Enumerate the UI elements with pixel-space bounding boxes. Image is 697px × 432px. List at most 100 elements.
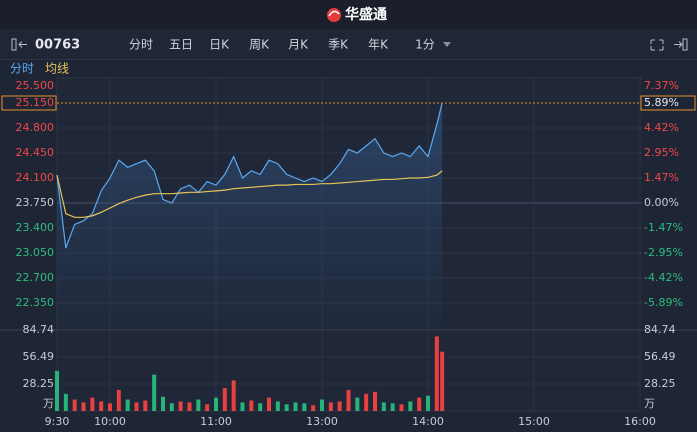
volume-bar <box>63 393 68 411</box>
tab[interactable]: 日K <box>209 38 230 52</box>
y2-tick-label: -4.42% <box>644 271 683 284</box>
x-tick-label: 15:00 <box>518 415 550 428</box>
volume-bar <box>267 397 271 411</box>
legend-entry[interactable]: 均线 <box>45 62 69 76</box>
x-tick-label: 16:00 <box>624 415 656 428</box>
y2-tick-label: 28.25 <box>644 377 676 390</box>
last-change-label: 5.89% <box>644 96 679 109</box>
plot <box>55 102 640 411</box>
volume-bar <box>81 402 86 411</box>
volume-bar <box>152 374 157 411</box>
y-tick-label: 万 <box>43 397 54 410</box>
volume-bar <box>293 402 298 411</box>
volume-bar <box>381 402 386 411</box>
volume-bar <box>434 336 439 411</box>
legend: 分时 均线 <box>10 62 69 76</box>
icon-shape <box>11 38 17 51</box>
y-tick-label: 23.400 <box>16 221 55 234</box>
volume-bar <box>320 399 324 411</box>
y2-tick-label: -2.95% <box>644 246 683 259</box>
collapse-icon[interactable] <box>674 38 688 51</box>
volume-bar <box>284 404 289 411</box>
volume-bar <box>108 403 112 411</box>
logo-icon <box>327 8 341 22</box>
tab[interactable]: 分时 <box>129 38 153 52</box>
volume-bar <box>125 399 130 411</box>
volume-bar <box>205 404 210 411</box>
volume-bar <box>426 395 430 411</box>
volume-bar <box>399 404 404 411</box>
volume-bar <box>355 397 360 411</box>
tab[interactable]: 1分 <box>415 38 435 52</box>
volume-bar <box>328 402 333 411</box>
volume-bar <box>275 401 280 411</box>
y-tick-label: 28.25 <box>23 377 55 390</box>
tab[interactable]: 年K <box>368 38 389 52</box>
x-tick-label: 11:00 <box>200 415 232 428</box>
price-area <box>57 103 443 328</box>
y2-tick-label: -1.47% <box>644 221 683 234</box>
y-tick-label: 84.74 <box>23 323 55 336</box>
volume-bar <box>440 351 445 411</box>
icon-shape <box>18 41 27 48</box>
volume-bar <box>72 399 77 411</box>
x-tick-label: 9:30 <box>45 415 70 428</box>
volume-bar <box>408 401 413 411</box>
toolbar <box>0 30 697 59</box>
volume-bar <box>161 396 165 411</box>
volume-bar <box>99 401 104 411</box>
volume-bar <box>302 403 307 411</box>
last-change-box <box>640 95 696 111</box>
icon-shape <box>682 38 688 51</box>
volume-bar <box>240 402 245 411</box>
fullscreen-icon[interactable] <box>650 39 664 51</box>
y-tick-label: 24.100 <box>16 171 55 184</box>
x-tick-label: 14:00 <box>412 415 444 428</box>
stock-code: 00763 <box>35 38 80 53</box>
volume-bar <box>390 403 395 411</box>
volume-bar <box>417 397 422 411</box>
logo-text: 华盛通 <box>345 6 387 23</box>
volume-bar <box>116 389 121 411</box>
y2-tick-label: -5.89% <box>644 296 683 309</box>
x-tick-label: 10:00 <box>94 415 126 428</box>
volume-bar <box>311 405 316 411</box>
icon-shape <box>674 41 683 48</box>
volume-bar <box>134 402 139 411</box>
y-tick-label: 56.49 <box>23 350 55 363</box>
volume-bar <box>187 402 192 411</box>
y2-tick-label: 0.00% <box>644 196 679 209</box>
legend-entry[interactable]: 分时 <box>10 62 34 76</box>
logo-icon-mark <box>328 10 340 17</box>
header-bar <box>0 0 697 29</box>
y2-tick-label: 84.74 <box>644 323 676 336</box>
back-icon[interactable] <box>11 38 27 51</box>
volume-bar <box>346 389 351 411</box>
volume-bar <box>364 393 369 411</box>
volume-bar <box>373 391 377 411</box>
tab[interactable]: 周K <box>249 38 270 52</box>
volume-bar <box>222 388 227 411</box>
volume-bar <box>231 380 236 411</box>
volume-bar <box>90 397 95 411</box>
price-line <box>56 102 443 249</box>
volume-bar <box>169 403 174 411</box>
volume-bar <box>258 403 263 411</box>
tab[interactable]: 季K <box>328 38 349 52</box>
labels: 25.500 24.800 24.450 24.100 23.750 23.400 23.0… <box>1 79 696 428</box>
y2-tick-label: 万 <box>644 397 655 410</box>
volume-bar <box>249 400 254 411</box>
y-tick-label: 22.700 <box>16 271 55 284</box>
tab[interactable]: 月K <box>288 38 309 52</box>
y-tick-label: 23.050 <box>16 246 55 259</box>
y-tick-label: 25.500 <box>16 79 55 92</box>
volume-bar <box>55 370 59 411</box>
dropdown-arrow[interactable] <box>443 42 451 47</box>
y-tick-label: 23.750 <box>16 196 55 209</box>
volume-bar <box>214 397 218 411</box>
tab[interactable]: 五日 <box>169 38 193 52</box>
tabs: 分时 五日 日K 周K 月K 季K 年K 1分 <box>129 38 435 52</box>
last-price-box <box>1 95 57 111</box>
